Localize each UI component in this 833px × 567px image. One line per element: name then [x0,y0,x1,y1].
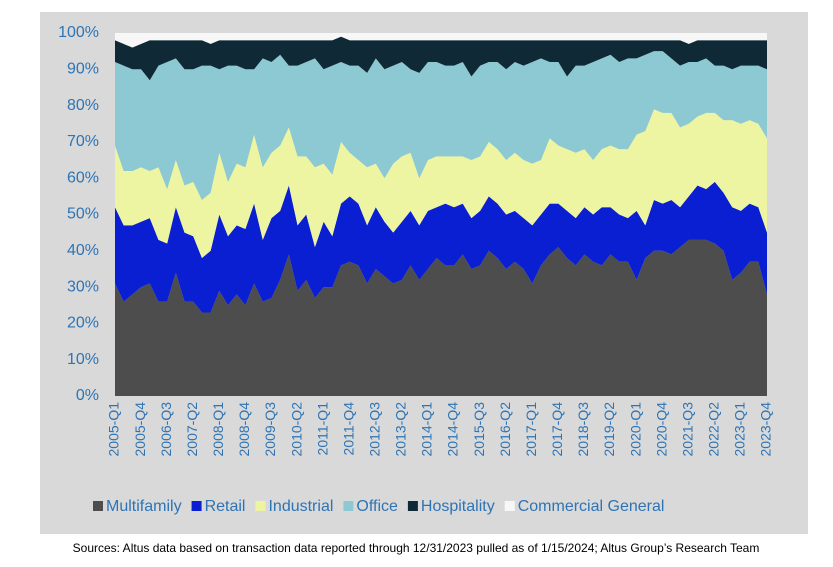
y-tick-label: 100% [58,24,99,41]
area [115,33,767,48]
x-tick-label: 2006-Q3 [158,402,174,457]
x-tick-label: 2020-Q1 [627,402,643,457]
x-tick-label: 2014-Q1 [419,402,435,457]
x-tick-label: 2022-Q2 [706,402,722,457]
legend-label: Industrial [268,498,333,515]
x-tick-label: 2023-Q1 [732,402,748,457]
y-tick-label: 90% [67,61,99,78]
y-tick-label: 40% [67,242,99,259]
legend-swatch [407,501,418,511]
legend-label: Retail [205,498,246,515]
legend-swatch [93,501,103,511]
y-tick-label: 70% [67,133,99,150]
x-tick-label: 2011-Q4 [340,402,356,456]
x-tick-label: 2012-Q3 [367,402,383,457]
y-tick-label: 30% [67,278,99,295]
y-tick-label: 20% [67,315,99,332]
legend-swatch [191,501,202,511]
source-note: Sources: Altus data based on transaction… [73,541,760,555]
y-tick-label: 50% [67,206,99,223]
x-tick-label: 2008-Q4 [236,402,252,457]
area [115,109,767,259]
x-tick-label: 2014-Q4 [445,402,461,457]
x-tick-label: 2005-Q1 [106,402,122,457]
area [115,239,767,396]
x-tick-label: 2011-Q1 [314,402,330,456]
area [115,36,767,81]
y-tick-label: 10% [67,351,99,368]
legend-label: Hospitality [421,498,495,515]
legend-swatch [343,501,354,511]
x-tick-label: 2017-Q4 [549,402,565,457]
x-tick-label: 2005-Q4 [132,402,148,457]
y-tick-label: 60% [67,169,99,186]
legend-label: Multifamily [106,498,182,515]
x-tick-label: 2018-Q3 [575,402,591,457]
legend-label: Office [356,498,398,515]
legend-label: Commercial General [518,498,665,515]
legend-swatch [504,501,515,511]
x-tick-label: 2008-Q1 [210,402,226,457]
x-tick-label: 2015-Q3 [471,402,487,457]
x-tick-label: 2013-Q2 [393,402,409,457]
x-tick-label: 2021-Q3 [679,402,695,457]
x-tick-label: 2009-Q3 [262,402,278,457]
x-tick-label: 2019-Q2 [601,402,617,457]
legend-swatch [255,501,266,511]
x-tick-label: 2023-Q4 [758,402,774,457]
area [115,51,767,200]
x-tick-label: 2017-Q1 [523,402,539,457]
y-tick-label: 0% [76,387,99,404]
area [115,181,767,313]
y-tick-label: 80% [67,97,99,114]
x-tick-label: 2020-Q4 [653,402,669,457]
x-tick-label: 2007-Q2 [184,402,200,457]
x-tick-label: 2016-Q2 [497,402,513,457]
x-tick-label: 2010-Q2 [288,402,304,457]
